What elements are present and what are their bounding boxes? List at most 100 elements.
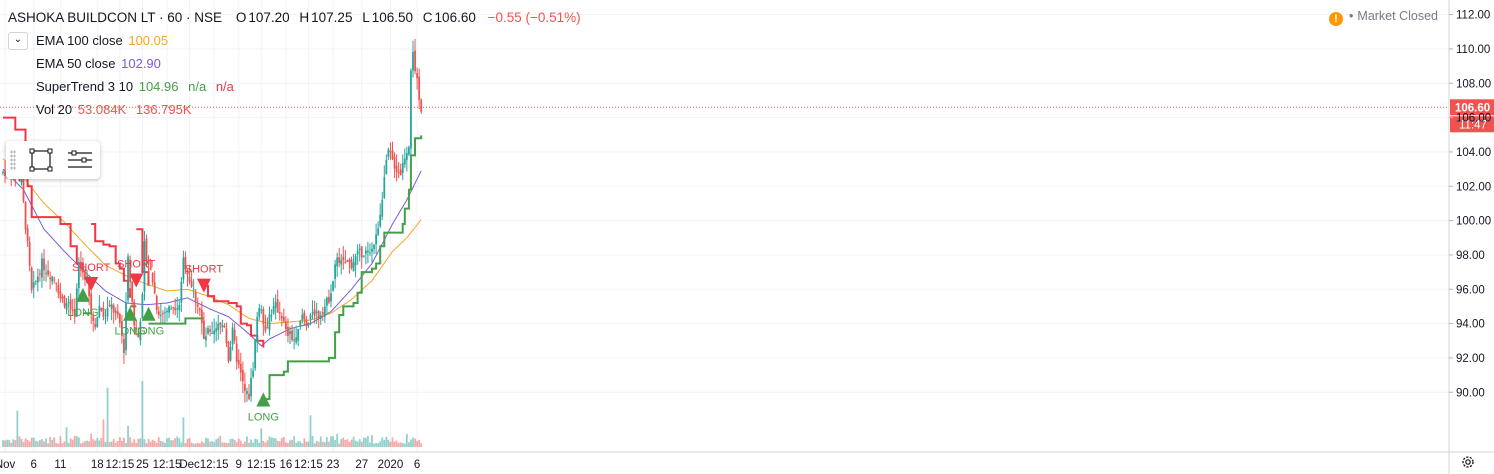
candle-body	[147, 258, 150, 265]
volume-bar	[184, 442, 187, 447]
volume-bar	[141, 381, 144, 447]
time-axis[interactable]: Nov6111812:152512:15Dec12:15912:151612:1…	[0, 451, 1494, 471]
volume-bar	[317, 441, 320, 447]
volume-bar	[237, 438, 240, 447]
candle-body	[4, 171, 6, 177]
candle-body	[82, 269, 84, 273]
gear-icon[interactable]	[1460, 454, 1476, 470]
volume-bar	[198, 443, 201, 447]
volume-bar	[22, 441, 25, 447]
countdown-tag	[1450, 116, 1494, 133]
volume-bar	[41, 439, 43, 447]
volume-bar	[82, 442, 84, 447]
drag-handle-icon[interactable]	[10, 150, 16, 170]
candle-body	[237, 359, 240, 365]
volume-bar	[215, 439, 218, 447]
volume-bar	[135, 442, 138, 447]
volume-bar	[287, 442, 289, 447]
volume-bar	[305, 441, 308, 447]
volume-bar	[28, 441, 31, 447]
change-value: −0.55 (−0.51%)	[487, 10, 581, 25]
volume-bar	[348, 441, 351, 447]
volume-bar	[96, 437, 99, 447]
candle-body	[28, 242, 31, 267]
symbol-title[interactable]: ASHOKA BUILDCON LT · 60 · NSE	[8, 10, 223, 25]
volume-bar	[192, 443, 195, 447]
candle-body	[24, 201, 27, 230]
volume-bar	[121, 440, 123, 447]
drawing-toolbar[interactable]	[6, 141, 100, 179]
volume-bar	[412, 437, 414, 447]
x-tick-label: 27	[355, 459, 368, 471]
volume-bar	[75, 435, 78, 447]
ema100-legend[interactable]: EMA 100 close 100.05	[8, 29, 587, 52]
supertrend-down-segment	[136, 228, 150, 286]
volume-bar	[395, 440, 398, 447]
candle-body	[178, 305, 181, 311]
candle-body	[418, 76, 421, 100]
candle-body	[153, 282, 156, 294]
menu-lines-icon[interactable]	[66, 147, 94, 173]
volume-bar	[118, 437, 121, 447]
volume-bar	[358, 439, 361, 447]
rectangle-icon[interactable]	[28, 147, 54, 173]
candle-body	[266, 327, 269, 329]
volume-bar	[274, 438, 277, 447]
volume-bar	[14, 440, 17, 447]
candle-body	[336, 257, 339, 267]
candle-body	[65, 303, 68, 310]
volume-bar	[36, 441, 39, 447]
ema100-label: EMA 100 close	[36, 33, 123, 48]
volume-bar	[47, 443, 49, 447]
candle-body	[387, 149, 390, 158]
y-tick-label: 98.00	[1456, 250, 1485, 262]
candle-body	[26, 228, 29, 242]
volume-bar	[123, 437, 125, 447]
candle-body	[299, 320, 302, 327]
x-tick-label: 16	[280, 459, 293, 471]
supertrend-na-2: n/a	[215, 79, 234, 94]
volume-legend[interactable]: Vol 20 53.084K 136.795K	[8, 98, 587, 121]
volume-bar	[408, 442, 410, 447]
market-status[interactable]: ! • Market Closed	[1329, 9, 1438, 26]
candle-body	[116, 311, 119, 315]
candle-body	[36, 276, 39, 283]
candle-body	[71, 309, 74, 311]
ema50-polyline	[2, 168, 422, 347]
candle-body	[246, 391, 248, 394]
volume-bar	[98, 440, 101, 447]
volume-bar	[51, 439, 54, 447]
supertrend-legend[interactable]: SuperTrend 3 10 104.96 n/a n/a	[8, 75, 587, 98]
volume-bar	[6, 439, 8, 447]
candle-body	[270, 315, 273, 317]
long-arrow-icon	[256, 392, 271, 407]
volume-bar	[266, 440, 269, 447]
candle-body	[282, 316, 285, 322]
candle-body	[313, 309, 316, 316]
supertrend-up-segment	[263, 135, 423, 401]
supertrend-label: SuperTrend 3 10	[36, 79, 134, 94]
volume-bar	[282, 436, 285, 447]
candle-body	[293, 339, 295, 341]
volume-bar	[200, 441, 203, 447]
candle-body	[233, 329, 236, 341]
ema50-legend[interactable]: EMA 50 close 102.90	[8, 52, 587, 75]
candle-body	[256, 316, 259, 342]
legend-collapse-button[interactable]: ⌄	[8, 32, 28, 50]
volume-bar	[278, 441, 281, 447]
long-label: LONG	[115, 326, 146, 338]
volume-bar	[18, 436, 21, 447]
warning-icon[interactable]: !	[1329, 12, 1344, 26]
candle-body	[278, 311, 281, 314]
y-tick-label: 106.00	[1456, 113, 1491, 125]
candle-body	[73, 309, 76, 318]
volume-bar	[381, 437, 384, 447]
price-axis[interactable]: 90.00 92.00 94.00 96.00 98.00 100.00 102.00 104…	[1448, 0, 1491, 474]
volume-bar	[110, 441, 113, 447]
volume-bar	[391, 437, 394, 447]
candle-body	[410, 70, 412, 149]
volume-bar	[350, 439, 353, 447]
volume-bar	[34, 440, 37, 447]
candle-body	[319, 315, 322, 319]
